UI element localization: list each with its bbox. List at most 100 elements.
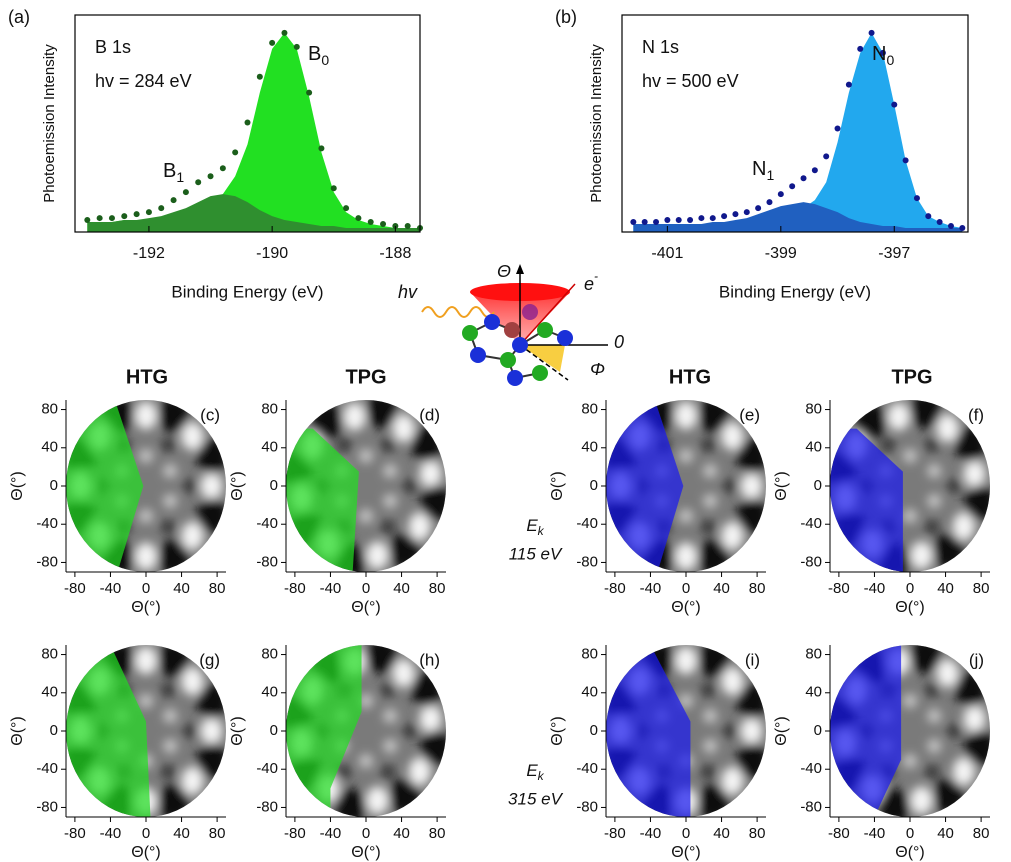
inner-dark [947, 479, 961, 493]
panel-label: (a) [8, 7, 30, 27]
electron-charge: - [594, 269, 598, 283]
y-tick-label: -80 [36, 553, 58, 570]
data-point [947, 223, 954, 230]
bright-spot [181, 766, 204, 795]
x-axis-label: Θ(°) [131, 599, 161, 616]
schematic [421, 264, 608, 386]
bright-spot [408, 512, 431, 541]
inner-bright [163, 494, 178, 509]
dark-spot [365, 645, 398, 674]
inner-dark [403, 479, 417, 493]
bright-spot [392, 414, 415, 443]
hv-label: hv [398, 282, 418, 302]
plot-frame [621, 14, 969, 233]
y-tick-label: 0 [814, 477, 822, 494]
dark-spot [909, 400, 942, 429]
x-tick-label: -80 [828, 580, 850, 597]
bright-spot [675, 542, 697, 571]
x-axis-label: Θ(°) [671, 599, 701, 616]
dark-spot [736, 497, 766, 534]
data-point [891, 101, 898, 108]
energy-value: 315 eV [508, 789, 564, 808]
x-tick-label: 0 [142, 580, 150, 597]
inner-dark [403, 724, 417, 738]
data-point [721, 213, 728, 220]
dark-spot [410, 671, 443, 708]
inner-bright [383, 494, 398, 509]
energy-symbol-sub: k [538, 769, 545, 783]
x-tick-label: 0 [362, 825, 370, 842]
arrow-head [516, 264, 524, 274]
data-point [232, 149, 239, 156]
inner-bright [703, 739, 718, 754]
dark-spot [909, 645, 942, 674]
inner-bright [679, 693, 693, 708]
data-point [330, 185, 337, 192]
bright-spot [963, 459, 986, 488]
dark-spot [697, 400, 730, 433]
data-point [306, 89, 313, 96]
inner-dark [701, 683, 715, 698]
inner-bright [903, 509, 917, 524]
data-point [845, 81, 852, 88]
data-point [96, 215, 103, 222]
bright-spot [721, 521, 744, 550]
energy-symbol: Ek [526, 516, 544, 538]
x-tick-label: 0 [142, 825, 150, 842]
y-tick-label: 0 [814, 722, 822, 739]
y-tick-label: -80 [256, 798, 278, 815]
y-tick-label: 0 [50, 477, 58, 494]
zero-label: 0 [614, 332, 624, 352]
atom [557, 330, 573, 346]
element-overlay [286, 645, 362, 817]
diffraction-pattern [66, 645, 226, 817]
x-tick-label: -40 [864, 580, 886, 597]
dark-spot [420, 729, 446, 766]
inner-dark [723, 724, 737, 738]
x-tick-label: 0 [906, 825, 914, 842]
y-tick-label: -80 [576, 553, 598, 570]
data-point [800, 175, 807, 182]
bright-spot [952, 512, 975, 541]
atom [484, 314, 500, 330]
x-axis-label: Θ(°) [895, 599, 925, 616]
bright-spot [366, 786, 389, 815]
dark-spot [964, 729, 990, 766]
bright-spot [952, 757, 975, 786]
inner-bright [903, 693, 917, 708]
annotation: N 1s [642, 37, 679, 57]
bright-spot [675, 646, 697, 675]
data-point [925, 213, 932, 220]
bright-spot [419, 459, 442, 488]
theta-label: Θ [497, 261, 511, 281]
data-point [857, 45, 864, 52]
x-axis-label: Θ(°) [351, 599, 381, 616]
data-point [244, 119, 251, 126]
inner-bright [927, 708, 942, 723]
y-tick-label: -40 [576, 515, 598, 532]
y-axis-label: Θ(°) [549, 716, 566, 746]
atom [512, 337, 528, 353]
column-header: TPG [891, 366, 932, 388]
y-tick-label: 40 [581, 684, 598, 701]
column-header: HTG [669, 366, 711, 388]
data-point [367, 219, 374, 226]
inner-dark [701, 438, 715, 453]
data-point [641, 219, 648, 226]
data-point [133, 211, 140, 218]
x-tick-label: -190 [256, 245, 288, 262]
bright-spot [936, 659, 959, 688]
bright-spot [721, 422, 744, 451]
bright-spot [200, 717, 223, 745]
x-tick-label: -40 [320, 825, 342, 842]
bright-spot [200, 472, 223, 500]
inner-dark [925, 519, 939, 534]
bright-spot [721, 667, 744, 696]
inner-dark [337, 438, 351, 453]
element-overlay [66, 645, 151, 817]
y-tick-label: 40 [41, 684, 58, 701]
data-point [743, 209, 750, 216]
x-axis-label: Θ(°) [131, 844, 161, 861]
inner-dark [183, 724, 197, 738]
y-tick-label: -40 [36, 760, 58, 777]
